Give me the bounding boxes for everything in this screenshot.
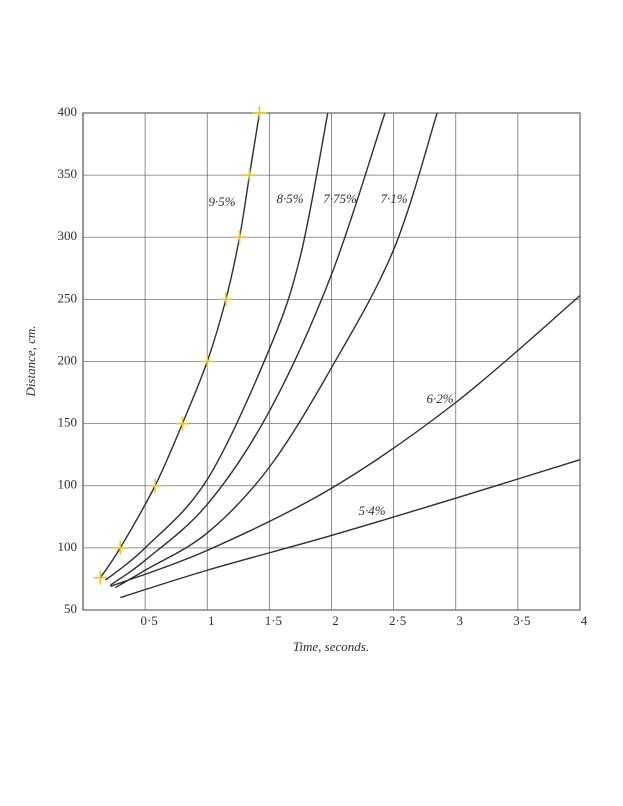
curve-label: 7·75% <box>323 191 357 206</box>
point-marker <box>242 168 257 183</box>
y-tick-label: 50 <box>64 601 77 616</box>
point-marker <box>252 106 267 120</box>
y-tick-label: 150 <box>58 415 78 430</box>
curve <box>114 112 438 589</box>
curve-label: 6·2% <box>426 391 453 406</box>
y-tick-label: 250 <box>58 290 78 305</box>
x-tick-label: 3 <box>457 613 464 628</box>
x-tick-label: 4 <box>581 613 588 628</box>
point-marker <box>200 354 215 369</box>
curve <box>110 295 581 588</box>
point-marker <box>93 570 108 585</box>
curve <box>120 458 581 599</box>
y-tick-label: 200 <box>58 352 78 367</box>
x-tick-label: 2 <box>332 613 339 628</box>
point-marker <box>175 416 190 431</box>
curve-label: 5·4% <box>358 503 385 518</box>
curve <box>104 112 329 581</box>
x-tick-label: 0·5 <box>140 613 157 628</box>
y-tick-label: 300 <box>58 228 78 243</box>
y-tick-label: 100 <box>58 539 78 554</box>
x-tick-label: 2·5 <box>389 613 406 628</box>
x-tick-label: 1 <box>208 613 215 628</box>
curve-label: 7·1% <box>380 191 407 206</box>
y-axis-label: Distance, cm. <box>23 325 38 397</box>
curve-label: 8·5% <box>276 191 303 206</box>
point-marker <box>232 230 247 245</box>
point-marker <box>218 292 233 307</box>
x-axis-label: Time, seconds. <box>293 639 369 654</box>
curve <box>99 112 261 579</box>
x-tick-label: 3·5 <box>513 613 530 628</box>
y-tick-label: 400 <box>58 104 78 119</box>
point-marker <box>148 478 163 493</box>
curve-label: 9·5% <box>208 194 235 209</box>
curve <box>109 112 386 586</box>
y-tick-label: 350 <box>58 166 78 181</box>
y-tick-label: 100 <box>58 477 78 492</box>
point-marker <box>113 540 128 555</box>
x-tick-label: 1·5 <box>265 613 282 628</box>
